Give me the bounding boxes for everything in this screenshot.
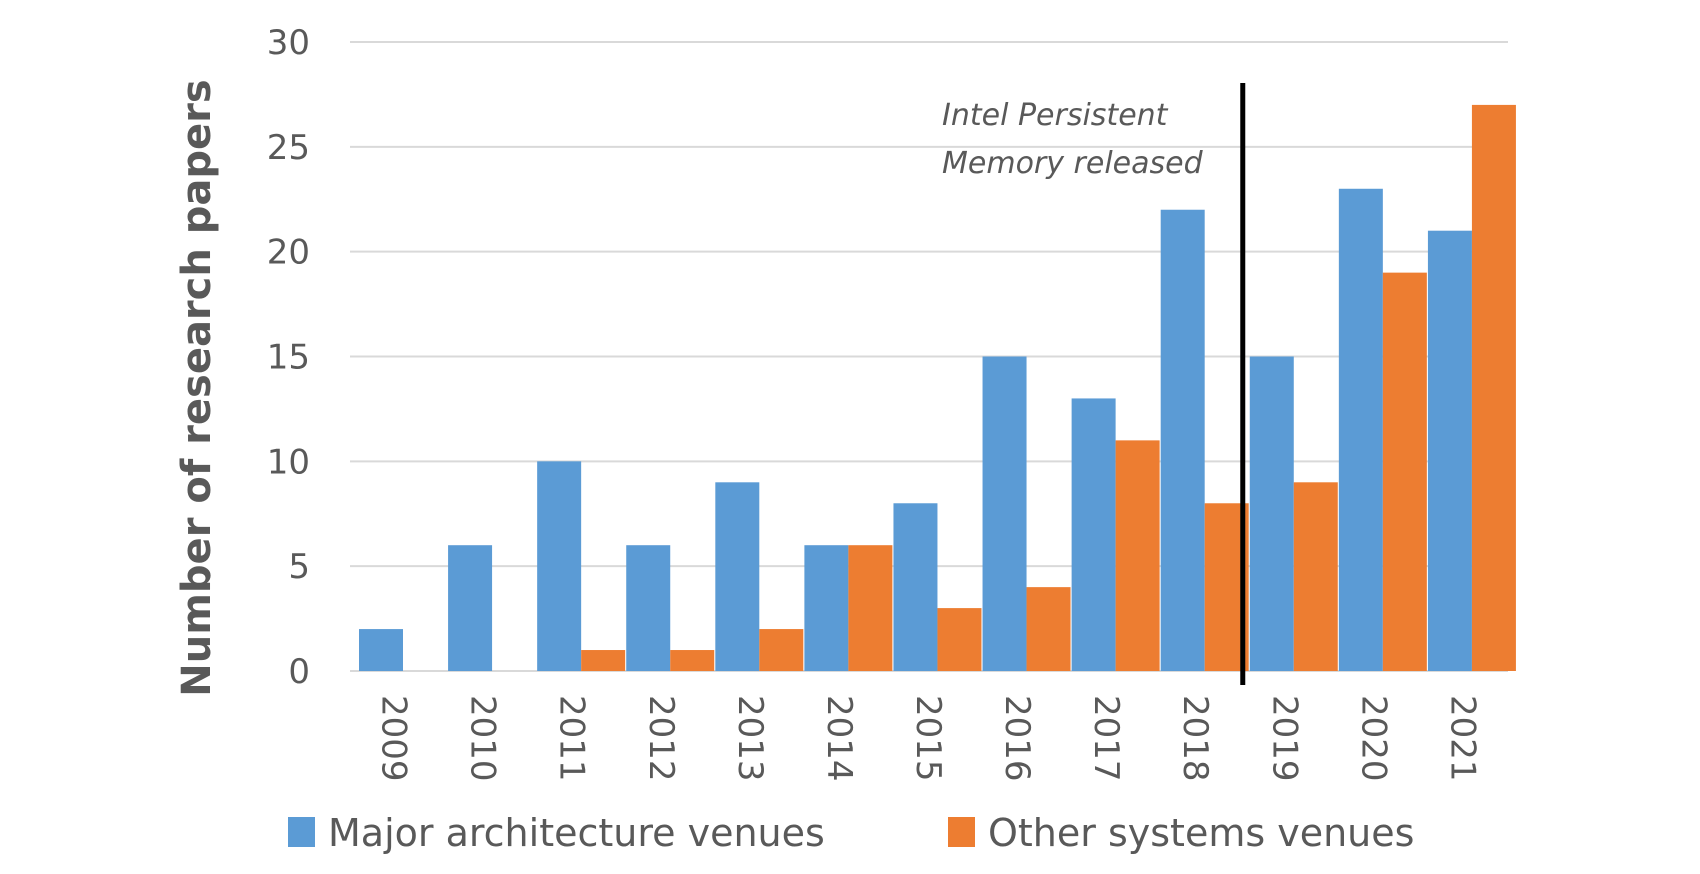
bar-major-architecture-2011 (537, 461, 582, 671)
bar-major-architecture-2016 (982, 356, 1027, 671)
bar-major-architecture-2018 (1160, 209, 1205, 671)
x-tick-label: 2009 (374, 695, 414, 782)
y-tick-label: 20 (267, 233, 310, 273)
legend-swatch-major-architecture (288, 817, 315, 847)
x-axis-ticks: 2009 2010 2011 2012 2013 2014 2015 2016 2017 2018… (374, 695, 1483, 782)
x-tick-label: 2017 (1086, 695, 1126, 782)
legend-label-major-architecture: Major architecture venues (328, 811, 825, 855)
annotation-line-1: Intel Persistent (942, 98, 1169, 133)
bar-major-architecture-2017 (1071, 398, 1116, 671)
legend-label-other-systems: Other systems venues (988, 811, 1414, 855)
x-tick-label: 2015 (908, 695, 948, 782)
bar-other-systems-2019 (1293, 482, 1338, 671)
x-tick-label: 2011 (552, 695, 592, 782)
x-tick-label: 2016 (997, 695, 1037, 782)
x-tick-label: 2018 (1175, 695, 1215, 782)
y-tick-label: 25 (267, 128, 310, 168)
bar-major-architecture-2021 (1427, 230, 1472, 671)
y-tick-label: 15 (267, 338, 310, 378)
bar-other-systems-2021 (1471, 104, 1516, 671)
y-axis-label: Number of research papers (174, 79, 220, 696)
x-tick-label: 2021 (1442, 695, 1482, 782)
y-tick-label: 5 (288, 547, 310, 587)
bar-major-architecture-2020 (1338, 188, 1383, 671)
y-tick-label: 30 (267, 23, 310, 63)
x-tick-label: 2019 (1264, 695, 1304, 782)
bar-other-systems-2015 (937, 608, 982, 671)
bar-other-systems-2012 (670, 650, 715, 671)
bar-other-systems-2020 (1382, 272, 1427, 671)
x-tick-label: 2020 (1353, 695, 1393, 782)
bar-major-architecture-2009 (359, 629, 403, 671)
x-tick-label: 2013 (730, 695, 770, 782)
x-tick-label: 2010 (463, 695, 503, 782)
bar-major-architecture-2014 (804, 545, 849, 671)
bar-other-systems-2011 (581, 650, 626, 671)
bar-major-architecture-2010 (448, 545, 493, 671)
bar-major-architecture-2012 (626, 545, 671, 671)
bar-other-systems-2017 (1115, 440, 1160, 671)
x-tick-label: 2012 (641, 695, 681, 782)
legend-swatch-other-systems (948, 817, 975, 847)
bar-other-systems-2016 (1026, 587, 1071, 671)
bars (359, 104, 1516, 671)
legend: Major architecture venues Other systems … (288, 811, 1414, 855)
bar-major-architecture-2015 (893, 503, 938, 671)
bar-other-systems-2013 (759, 629, 804, 671)
bar-other-systems-2014 (848, 545, 893, 671)
bar-major-architecture-2013 (715, 482, 760, 671)
y-tick-label: 10 (267, 442, 310, 482)
bar-major-architecture-2019 (1249, 356, 1294, 671)
x-tick-label: 2014 (819, 695, 859, 782)
y-tick-label: 0 (288, 652, 310, 692)
annotation-line-2: Memory released (942, 146, 1204, 181)
y-axis-ticks: 0 5 10 15 20 25 30 (267, 23, 310, 692)
